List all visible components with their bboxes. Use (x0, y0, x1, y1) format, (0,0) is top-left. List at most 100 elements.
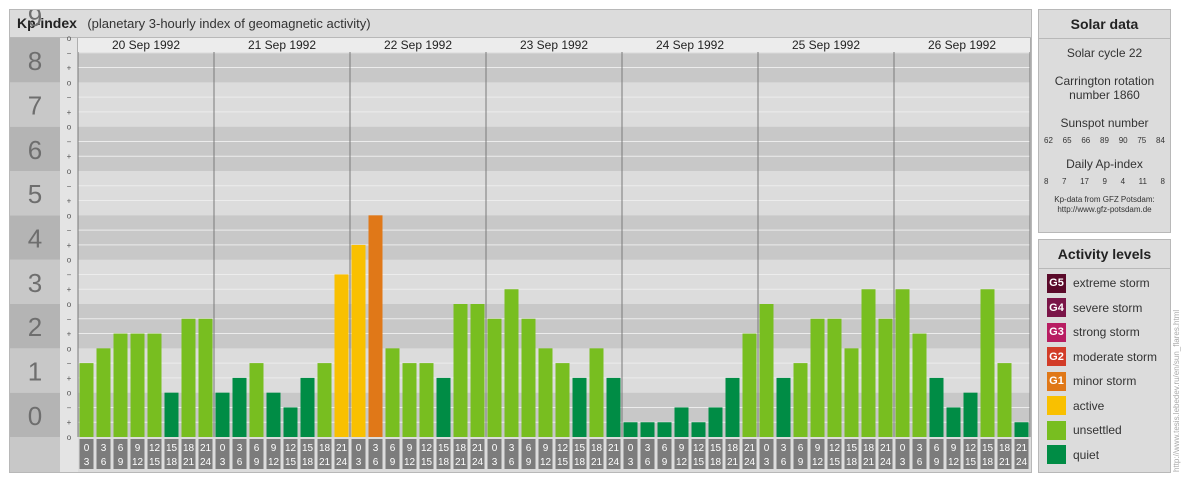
hour-tick-end: 9 (254, 457, 260, 468)
solar-cycle: Solar cycle 22 (1066, 46, 1143, 60)
sunspot-value: 75 (1137, 136, 1147, 145)
kp-bar (946, 407, 961, 437)
hour-tick-end: 12 (268, 457, 280, 468)
kp-bar (266, 392, 281, 437)
ap-label: Daily Ap-index (1066, 157, 1143, 171)
hour-tick-end: 15 (557, 457, 569, 468)
hour-tick-end: 24 (880, 457, 892, 468)
hour-tick-start: 9 (951, 443, 957, 454)
kp-bar (351, 244, 366, 437)
legend-swatch: G2 (1047, 347, 1066, 367)
kp-bar (878, 318, 893, 437)
kp-tick-label: 6 (28, 135, 42, 165)
kp-bar (368, 215, 383, 437)
chart-subtitle: (planetary 3-hourly index of geomagnetic… (87, 16, 371, 31)
minor-tick-label: + (67, 285, 72, 294)
hour-tick-box (317, 439, 332, 469)
kp-label-band (10, 126, 60, 171)
hour-tick-start: 18 (863, 443, 875, 454)
hour-tick-start: 21 (744, 443, 756, 454)
hour-tick-start: 9 (135, 443, 141, 454)
kp-tick-label: 5 (28, 179, 42, 209)
hour-tick-start: 3 (237, 443, 243, 454)
hour-tick-box (453, 439, 468, 469)
kp-bar (130, 333, 145, 437)
minor-tick-label: o (67, 167, 72, 176)
credit-link[interactable]: http://www.gfz-potsdam.de (1057, 205, 1152, 214)
kp-bar (912, 333, 927, 437)
hour-tick-start: 0 (356, 443, 362, 454)
hour-tick-box (266, 439, 281, 469)
kp-bar (997, 363, 1012, 437)
kp-bar (385, 348, 400, 437)
minor-tick-column (60, 38, 78, 472)
kp-bar (827, 318, 842, 437)
hour-tick-start: 15 (302, 443, 314, 454)
minor-tick-label: − (67, 137, 72, 146)
kp-bar (402, 363, 417, 437)
activity-panel-title: Activity levels (1039, 240, 1170, 269)
kp-bar (419, 363, 434, 437)
solar-panel-title: Solar data (1039, 10, 1170, 39)
hour-tick-start: 6 (662, 443, 668, 454)
minor-tick-label: o (67, 389, 72, 398)
hour-tick-box (181, 439, 196, 469)
legend-label: active (1073, 398, 1105, 413)
legend-swatch (1047, 445, 1066, 465)
kp-bar (980, 289, 995, 437)
kp-bar (300, 377, 315, 437)
kp-tick-label: 4 (28, 224, 42, 254)
hour-tick-box (113, 439, 128, 469)
hour-tick-end: 18 (438, 457, 450, 468)
legend-item-g2: G2 moderate storm (1039, 345, 1170, 370)
minor-tick-label: + (67, 330, 72, 339)
kp-bar (793, 363, 808, 437)
hour-tick-box (810, 439, 825, 469)
hour-tick-box (946, 439, 961, 469)
hour-tick-start: 3 (373, 443, 379, 454)
hour-tick-start: 9 (679, 443, 685, 454)
hour-tick-start: 3 (101, 443, 107, 454)
sunspot-value: 65 (1062, 136, 1072, 145)
kp-bar (470, 304, 485, 437)
kp-bar (487, 318, 502, 437)
hour-tick-end: 3 (900, 457, 906, 468)
kp-bar (657, 422, 672, 437)
hour-tick-end: 18 (846, 457, 858, 468)
grid-band (78, 259, 1030, 304)
kp-bar (79, 363, 94, 437)
hour-tick-end: 21 (319, 457, 331, 468)
minor-tick-label: + (67, 241, 72, 250)
day-label: 26 Sep 1992 (928, 38, 996, 52)
kp-bar (436, 377, 451, 437)
kp-bar (198, 318, 213, 437)
day-label: 24 Sep 1992 (656, 38, 724, 52)
sunspot-label: Sunspot number (1060, 116, 1149, 130)
hour-tick-box (249, 439, 264, 469)
hour-tick-start: 0 (492, 443, 498, 454)
hour-tick-box (521, 439, 536, 469)
ap-value: 8 (1160, 177, 1165, 186)
day-label: 21 Sep 1992 (248, 38, 316, 52)
minor-tick-label: + (67, 374, 72, 383)
hour-tick-box (385, 439, 400, 469)
hour-tick-end: 12 (948, 457, 960, 468)
kp-bar (810, 318, 825, 437)
kp-bar (708, 407, 723, 437)
hour-tick-start: 15 (846, 443, 858, 454)
hour-tick-start: 15 (438, 443, 450, 454)
hour-tick-box (980, 439, 995, 469)
hour-tick-box (895, 439, 910, 469)
kp-bar (572, 377, 587, 437)
hour-tick-end: 24 (1016, 457, 1028, 468)
credit-line1: Kp-data from GFZ Potsdam: (1054, 195, 1155, 204)
kp-bar (623, 422, 638, 437)
hour-tick-end: 6 (373, 457, 379, 468)
hour-tick-end: 9 (798, 457, 804, 468)
day-header-strip (78, 38, 1030, 52)
hour-tick-end: 9 (934, 457, 940, 468)
source-watermark: http://www.tesis.lebedev.ru/en/sun_flare… (1172, 309, 1181, 472)
hour-tick-end: 6 (237, 457, 243, 468)
legend-swatch: G3 (1047, 322, 1066, 342)
hour-tick-start: 12 (421, 443, 433, 454)
